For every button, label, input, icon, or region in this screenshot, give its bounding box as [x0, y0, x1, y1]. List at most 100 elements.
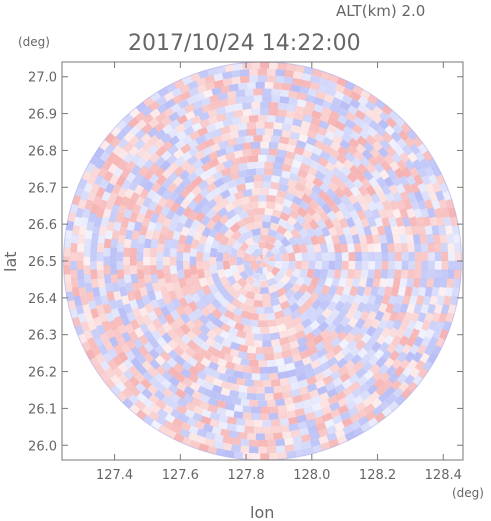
radar-cell	[150, 238, 159, 249]
radar-cell	[242, 148, 252, 157]
radar-cell	[375, 356, 387, 368]
radar-cell	[163, 420, 175, 431]
radar-cell	[211, 186, 223, 197]
radar-cell	[244, 425, 254, 434]
radar-cell	[267, 235, 278, 245]
radar-cell	[305, 172, 317, 183]
radar-cell	[326, 300, 338, 312]
radar-cell	[413, 207, 423, 219]
radar-cell	[412, 278, 421, 288]
radar-cell	[383, 153, 395, 165]
radar-cell	[123, 208, 133, 219]
radar-cell	[188, 365, 200, 376]
radar-cell	[331, 277, 341, 288]
radar-cell	[277, 294, 289, 304]
radar-cell	[366, 384, 379, 396]
radar-cell	[309, 352, 321, 363]
radar-cell	[180, 177, 192, 189]
radar-cell	[264, 207, 274, 216]
radar-cell	[292, 394, 303, 404]
radar-cell	[401, 251, 409, 261]
radar-cell	[85, 348, 96, 361]
radar-cell	[238, 344, 249, 353]
radar-cell	[308, 389, 320, 399]
radar-cell	[381, 104, 393, 116]
radar-cell	[295, 140, 307, 150]
radar-cell	[257, 68, 268, 76]
radar-cell	[434, 303, 443, 315]
radar-cell	[335, 390, 347, 402]
radar-cell	[321, 307, 333, 319]
radar-cell	[283, 281, 294, 293]
radar-cell	[264, 353, 274, 361]
radar-cell	[182, 304, 193, 316]
radar-cell	[163, 91, 175, 102]
radar-cell	[355, 171, 367, 183]
radar-cell	[365, 325, 377, 337]
radar-cell	[77, 234, 86, 244]
radar-cell	[260, 366, 270, 374]
radar-cell	[334, 83, 346, 94]
radar-cell	[329, 148, 341, 159]
radar-cell	[428, 336, 439, 348]
radar-cell	[286, 295, 298, 307]
radar-cell	[223, 228, 235, 240]
radar-cell	[376, 334, 387, 346]
radar-cell	[306, 243, 315, 254]
radar-cell	[196, 435, 207, 445]
radar-cell	[297, 343, 309, 354]
radar-cell	[297, 168, 309, 179]
radar-cell	[200, 161, 212, 173]
radar-cell	[244, 266, 255, 277]
radar-cell	[163, 247, 171, 257]
radar-cell	[148, 100, 160, 112]
radar-cell	[192, 203, 204, 215]
radar-cell	[421, 320, 431, 332]
radar-cell	[278, 176, 290, 186]
radar-cell	[148, 162, 160, 174]
radar-cell	[83, 329, 94, 340]
radar-cell	[367, 94, 379, 105]
radar-echo-field	[63, 62, 462, 460]
radar-cell	[153, 138, 165, 150]
radar-cell	[447, 207, 457, 218]
radar-cell	[239, 115, 250, 124]
radar-cell	[376, 176, 387, 188]
radar-cell	[168, 376, 181, 387]
radar-cell	[417, 199, 427, 210]
radar-cell	[454, 260, 462, 270]
radar-cell	[316, 218, 327, 230]
radar-cell	[170, 273, 179, 284]
radar-cell	[237, 225, 249, 236]
radar-cell	[100, 295, 110, 306]
radar-cell	[294, 182, 306, 193]
radar-cell	[136, 252, 144, 262]
radar-cell	[153, 389, 166, 401]
radar-cell	[270, 266, 281, 277]
radar-cell	[421, 174, 431, 186]
radar-cell	[209, 411, 221, 421]
radar-cell	[298, 227, 309, 239]
radar-cell	[335, 260, 343, 270]
radar-cell	[300, 392, 312, 402]
radar-cell	[124, 229, 134, 240]
radar-cell	[95, 352, 106, 364]
radar-cell	[349, 185, 361, 197]
radar-cell	[104, 367, 116, 379]
radar-cell	[149, 358, 161, 370]
y-tick-label: 26.7	[28, 181, 57, 196]
radar-cell	[346, 171, 358, 183]
radar-cell	[107, 151, 118, 163]
radar-cell	[331, 415, 343, 425]
radar-cell	[304, 101, 316, 111]
radar-cell	[273, 385, 283, 394]
radar-cell	[383, 334, 395, 346]
radar-cell	[417, 225, 427, 236]
radar-cell	[350, 420, 362, 431]
radar-cell	[406, 277, 415, 288]
radar-cell	[229, 171, 240, 181]
radar-cell	[313, 204, 325, 216]
radar-cell	[213, 433, 225, 443]
radar-cell	[379, 371, 391, 383]
radar-cell	[166, 182, 178, 194]
